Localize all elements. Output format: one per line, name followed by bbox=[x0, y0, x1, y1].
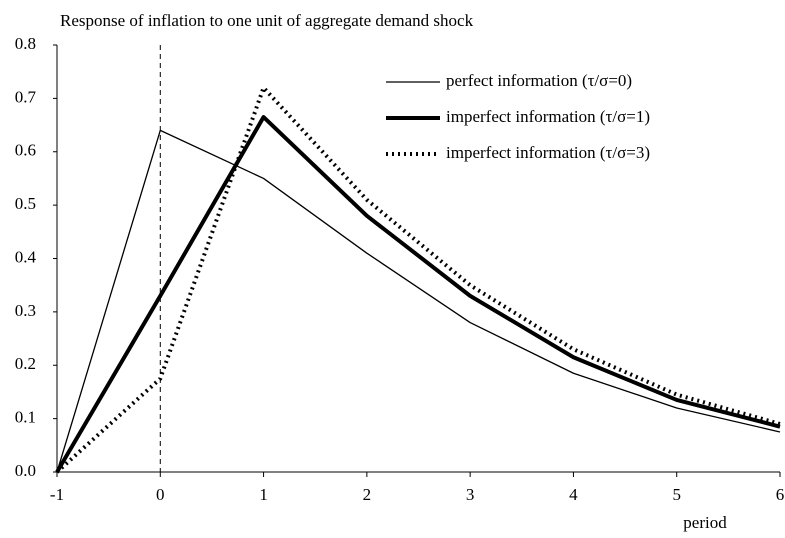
x-tick-label: 0 bbox=[156, 485, 165, 504]
y-tick-label: 0.8 bbox=[15, 34, 36, 53]
legend-label: perfect information (τ/σ=0) bbox=[446, 71, 632, 90]
series-line bbox=[56, 129, 781, 473]
y-tick-label: 0.0 bbox=[15, 461, 36, 480]
y-tick-label: 0.6 bbox=[15, 141, 36, 160]
y-tick-label: 0.3 bbox=[15, 301, 36, 320]
x-tick-label: 6 bbox=[776, 485, 785, 504]
legend-label: imperfect information (τ/σ=3) bbox=[446, 143, 650, 162]
x-tick-label: 5 bbox=[672, 485, 681, 504]
series-line bbox=[55, 85, 781, 474]
y-tick-label: 0.2 bbox=[15, 354, 36, 373]
y-tick-label: 0.7 bbox=[15, 87, 37, 106]
y-tick-label: 0.1 bbox=[15, 408, 36, 427]
chart-title: Response of inflation to one unit of agg… bbox=[60, 11, 474, 30]
x-axis-label: period bbox=[683, 513, 727, 532]
x-tick-label: 3 bbox=[466, 485, 475, 504]
y-tick-label: 0.4 bbox=[15, 247, 37, 266]
series-line bbox=[55, 115, 781, 474]
x-tick-label: 2 bbox=[363, 485, 372, 504]
x-tick-label: 1 bbox=[259, 485, 268, 504]
y-tick-label: 0.5 bbox=[15, 194, 36, 213]
x-tick-label: -1 bbox=[50, 485, 64, 504]
x-tick-label: 4 bbox=[569, 485, 578, 504]
legend-label: imperfect information (τ/σ=1) bbox=[446, 107, 650, 126]
